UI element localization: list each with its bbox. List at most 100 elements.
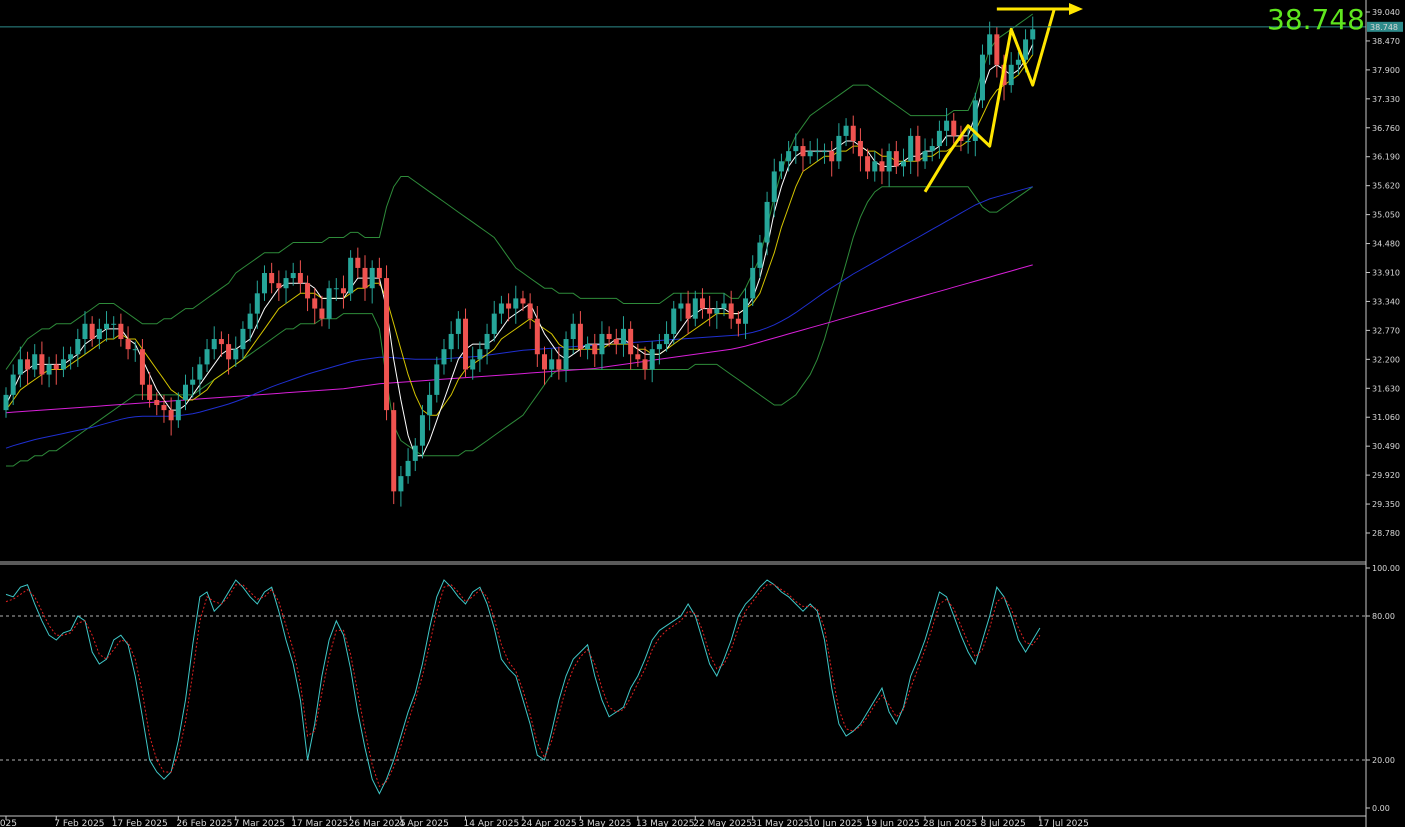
price-tick-label: 33.340 <box>1372 297 1400 306</box>
candle-body <box>513 298 519 309</box>
candle-body <box>204 349 210 365</box>
date-tick-label: 17 Jul 2025 <box>1038 819 1089 827</box>
candle-body <box>39 354 45 375</box>
bollinger-upper <box>5 13 1033 370</box>
price-tick-label: 36.190 <box>1372 153 1400 162</box>
candle-body <box>254 293 260 314</box>
candle-body <box>154 399 160 406</box>
candle-body <box>699 298 705 309</box>
candle-body <box>376 267 382 279</box>
candle-body <box>161 405 167 411</box>
candle-body <box>563 339 569 370</box>
candle-body <box>886 151 892 172</box>
candle-body <box>800 146 806 157</box>
candle-body <box>822 151 828 153</box>
date-tick-label: 7 Mar 2025 <box>234 819 285 827</box>
candle-body <box>269 273 275 284</box>
candle-body <box>599 333 605 355</box>
candle-body <box>25 359 31 370</box>
candle-body <box>290 273 296 279</box>
candle-body <box>556 359 562 370</box>
stochastic-tick-label: 20.00 <box>1372 756 1395 765</box>
price-tick-label: 39.040 <box>1372 8 1400 17</box>
candle-body <box>857 140 863 157</box>
candle-body <box>434 364 440 395</box>
trend-annotation <box>923 2 1083 193</box>
candle-body <box>987 34 993 55</box>
candle-body <box>82 323 88 340</box>
candle-body <box>197 364 203 380</box>
stochastic-pane[interactable] <box>0 579 1366 795</box>
price-tick-label: 29.920 <box>1372 471 1400 480</box>
price-tick-label: 37.900 <box>1372 66 1400 75</box>
candle-body <box>297 273 303 284</box>
price-tick-label: 33.910 <box>1372 269 1400 278</box>
stochastic-signal-line <box>5 584 1041 788</box>
candle-body <box>908 135 914 162</box>
candle-body <box>685 303 691 319</box>
candle-body <box>391 410 397 492</box>
date-tick-label: 2025 <box>0 819 17 827</box>
current-price-label: 38.748 <box>1267 3 1365 36</box>
candle-body <box>757 242 763 268</box>
price-tick-label: 32.200 <box>1372 355 1400 364</box>
candle-body <box>1023 39 1029 60</box>
candle-body <box>829 151 835 162</box>
candle-body <box>190 379 196 385</box>
date-tick-label: 24 Apr 2025 <box>521 819 577 827</box>
zigzag-annotation <box>923 8 1056 193</box>
candle-body <box>922 151 928 162</box>
stochastic-tick-label: 100.00 <box>1372 564 1400 573</box>
candle-body <box>893 151 899 167</box>
candle-body <box>276 283 282 289</box>
candle-body <box>427 394 433 416</box>
candle-body <box>936 130 942 147</box>
price-tick-label: 32.770 <box>1372 326 1400 335</box>
candle-body <box>764 201 770 243</box>
pane-separator[interactable] <box>0 561 1366 565</box>
candle-body <box>807 151 813 157</box>
candle-body <box>865 156 871 172</box>
candle-body <box>233 349 239 360</box>
candle-body <box>32 354 38 370</box>
candle-body <box>340 288 346 294</box>
current-price-box-label: 38.748 <box>1370 23 1398 32</box>
stochastic-axis: 100.00 80.00 20.00 0.00 <box>1366 564 1400 813</box>
date-tick-label: 7 Feb 2025 <box>54 819 104 827</box>
date-tick-label: 22 May 2025 <box>693 819 752 827</box>
date-tick-label: 3 May 2025 <box>578 819 631 827</box>
candle-body <box>477 349 483 360</box>
stochastic-main-line <box>5 579 1041 795</box>
candle-body <box>441 349 447 365</box>
date-tick-label: 4 Apr 2025 <box>399 819 449 827</box>
candle-body <box>778 161 784 172</box>
candle-body <box>75 339 81 355</box>
candle-body <box>915 135 921 162</box>
candle-body <box>261 273 267 294</box>
candle-body <box>484 333 490 350</box>
candle-body <box>901 161 906 167</box>
stochastic-lines <box>5 579 1041 795</box>
candle-body <box>419 415 425 446</box>
date-tick-label: 26 Feb 2025 <box>176 819 232 827</box>
candle-body <box>218 339 224 345</box>
candle-body <box>89 323 95 340</box>
candle-body <box>549 359 555 370</box>
candle-body <box>1008 64 1014 86</box>
candle-body <box>714 308 720 314</box>
candle-body <box>678 303 684 309</box>
candle-body <box>491 313 497 334</box>
candle-body <box>506 303 512 309</box>
price-pane[interactable] <box>0 2 1366 507</box>
candle-body <box>570 323 576 340</box>
candle-body <box>132 349 138 351</box>
candle-body <box>498 303 504 314</box>
candle-body <box>333 288 339 290</box>
current-price-box <box>1367 21 1403 32</box>
stochastic-tick-label: 80.00 <box>1372 612 1395 621</box>
candle-body <box>577 323 583 350</box>
candle-body <box>412 445 418 461</box>
candle-body <box>606 333 612 340</box>
candle-body <box>743 298 749 324</box>
